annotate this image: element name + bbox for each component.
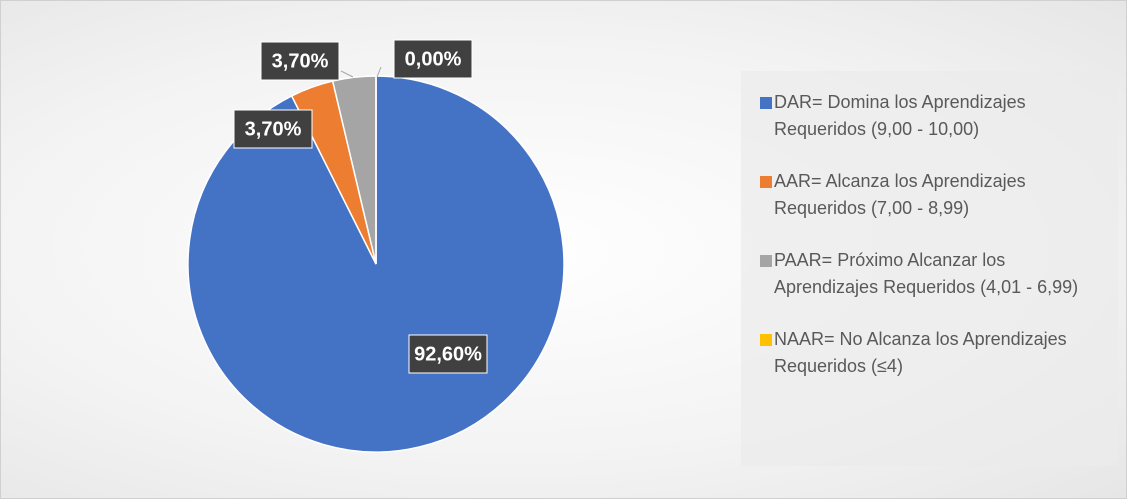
legend-label: AAR= Alcanza los Aprendizajes Requeridos… bbox=[774, 171, 1026, 218]
data-label-box bbox=[260, 41, 340, 81]
legend-key bbox=[760, 176, 772, 188]
data-label: 3,70% bbox=[272, 50, 329, 72]
legend-label: NAAR= No Alcanza los Aprendizajes Requer… bbox=[774, 329, 1067, 376]
data-label: 0,00% bbox=[405, 48, 462, 70]
leader-line bbox=[376, 66, 382, 78]
data-label: 3,70% bbox=[245, 118, 302, 140]
legend-item: NAAR= No Alcanza los Aprendizajes Requer… bbox=[741, 326, 1118, 380]
data-label-box bbox=[393, 39, 473, 79]
legend-key bbox=[760, 334, 772, 346]
legend-label: PAAR= Próximo Alcanzar los Aprendizajes … bbox=[774, 250, 1079, 297]
data-label: 92,60% bbox=[414, 343, 482, 365]
legend: DAR= Domina los Aprendizajes Requeridos … bbox=[741, 71, 1118, 466]
legend-item: AAR= Alcanza los Aprendizajes Requeridos… bbox=[741, 168, 1118, 222]
legend-label: DAR= Domina los Aprendizajes Requeridos … bbox=[774, 92, 1026, 139]
legend-item: DAR= Domina los Aprendizajes Requeridos … bbox=[741, 89, 1118, 143]
legend-key bbox=[760, 97, 772, 109]
legend-item: PAAR= Próximo Alcanzar los Aprendizajes … bbox=[741, 247, 1118, 301]
leader-line bbox=[340, 70, 354, 78]
data-label-box bbox=[233, 109, 313, 149]
data-label-box bbox=[408, 334, 488, 374]
legend-key bbox=[760, 255, 772, 267]
